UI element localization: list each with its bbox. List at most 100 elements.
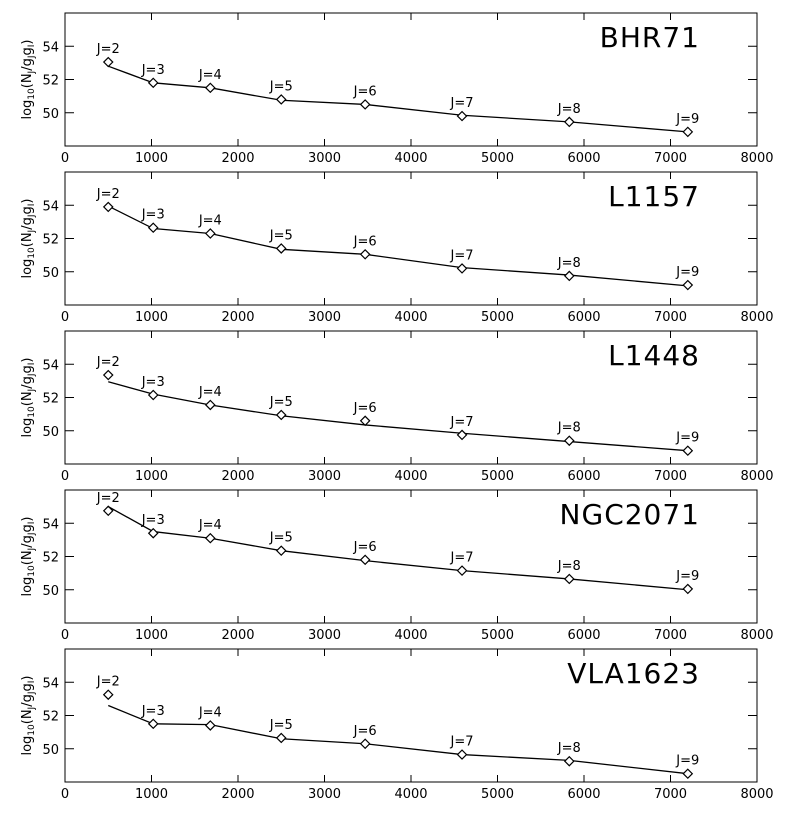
data-point	[275, 409, 287, 421]
data-point	[147, 527, 159, 539]
y-tick-label: 50	[42, 743, 59, 758]
x-tick-label: 2000	[221, 787, 254, 802]
data-point	[102, 689, 114, 701]
panel-title: BHR71	[600, 21, 700, 54]
point-label: J=5	[269, 79, 293, 94]
x-tick-label: 3000	[308, 628, 341, 643]
x-tick-label: 5000	[481, 628, 514, 643]
y-axis-label-part: /g	[20, 58, 35, 71]
y-axis-label-part: log	[20, 736, 35, 756]
x-tick-label: 5000	[481, 310, 514, 325]
point-label: J=7	[450, 415, 474, 430]
x-tick-label: 0	[61, 310, 69, 325]
data-point	[682, 279, 694, 291]
data-point	[147, 718, 159, 730]
y-tick-label: 50	[42, 107, 59, 122]
panel-title: L1448	[608, 339, 700, 372]
y-axis-label-part: log	[20, 100, 35, 120]
point-label: J=8	[557, 256, 581, 271]
point-label: J=3	[141, 513, 165, 528]
y-axis-label-part: /g	[20, 535, 35, 548]
data-point	[563, 755, 575, 767]
data-point	[359, 554, 371, 566]
x-tick-label: 4000	[394, 310, 427, 325]
data-point	[204, 720, 216, 731]
y-axis-label-part: /g	[20, 376, 35, 389]
y-axis-label-part: g	[20, 365, 35, 373]
y-tick-label: 52	[42, 74, 59, 89]
point-label: J=6	[353, 401, 377, 416]
point-label: J=7	[450, 96, 474, 111]
y-tick-label: 54	[42, 40, 59, 55]
point-label: J=4	[198, 385, 222, 400]
fit-line	[108, 65, 688, 133]
x-tick-label: 3000	[308, 310, 341, 325]
x-tick-label: 3000	[308, 469, 341, 484]
data-point	[563, 435, 575, 447]
y-tick-label: 50	[42, 266, 59, 281]
data-point	[456, 429, 468, 441]
x-tick-label: 7000	[654, 628, 687, 643]
y-axis-label-part: log	[20, 418, 35, 438]
y-axis-label-part: log	[20, 259, 35, 279]
x-tick-label: 8000	[740, 628, 773, 643]
y-axis-label-part: J	[27, 55, 37, 59]
y-axis-label-part: /g	[20, 217, 35, 230]
point-label: J=9	[675, 431, 699, 446]
data-point	[682, 768, 694, 780]
x-tick-label: 4000	[394, 469, 427, 484]
data-point	[563, 116, 575, 128]
point-label: J=7	[450, 735, 474, 750]
point-label: J=6	[353, 540, 377, 555]
data-point	[275, 94, 287, 105]
panel-title: L1157	[608, 180, 700, 213]
y-axis-label-part: J	[27, 707, 37, 711]
panel-title: NGC2071	[560, 498, 700, 531]
y-axis-label-part: )	[20, 39, 35, 44]
x-tick-label: 3000	[308, 787, 341, 802]
point-label: J=4	[198, 705, 222, 720]
data-point	[456, 749, 468, 760]
point-label: J=6	[353, 724, 377, 739]
y-axis-label-part: J	[27, 230, 37, 234]
point-label: J=3	[141, 63, 165, 78]
point-label: J=8	[557, 102, 581, 117]
data-point	[275, 732, 287, 744]
x-tick-label: 0	[61, 469, 69, 484]
data-point	[147, 222, 159, 234]
y-axis-label-part: /g	[20, 694, 35, 707]
y-axis-label-part: J	[27, 389, 37, 393]
x-tick-label: 4000	[394, 628, 427, 643]
point-label: J=2	[96, 42, 120, 57]
point-label: J=2	[96, 491, 120, 506]
x-tick-label: 8000	[740, 469, 773, 484]
point-label: J=3	[141, 208, 165, 223]
y-axis-label-part: 10	[27, 724, 37, 736]
data-point	[275, 545, 287, 557]
point-label: J=5	[269, 718, 293, 733]
point-label: J=2	[96, 187, 120, 202]
y-axis-label-part: J	[27, 373, 37, 377]
point-label: J=6	[353, 234, 377, 249]
y-tick-label: 52	[42, 710, 59, 725]
y-tick-label: 54	[42, 517, 59, 532]
point-label: J=8	[557, 741, 581, 756]
data-point	[563, 573, 575, 585]
data-point	[102, 201, 114, 213]
data-point	[102, 56, 114, 68]
y-axis-label: log10(NJ/gJgI)	[20, 675, 37, 755]
y-tick-label: 50	[42, 425, 59, 440]
data-point	[563, 270, 575, 282]
x-tick-label: 8000	[740, 151, 773, 166]
point-label: J=5	[269, 395, 293, 410]
data-point	[359, 248, 371, 260]
y-axis-label-part: log	[20, 577, 35, 597]
data-point	[359, 738, 371, 750]
x-tick-label: 7000	[654, 469, 687, 484]
y-axis-label-part: (N	[20, 550, 35, 565]
y-axis-label-part: I	[27, 522, 37, 525]
y-tick-label: 52	[42, 551, 59, 566]
y-tick-label: 54	[42, 199, 59, 214]
x-tick-label: 2000	[221, 310, 254, 325]
y-axis-label-part: )	[20, 675, 35, 680]
